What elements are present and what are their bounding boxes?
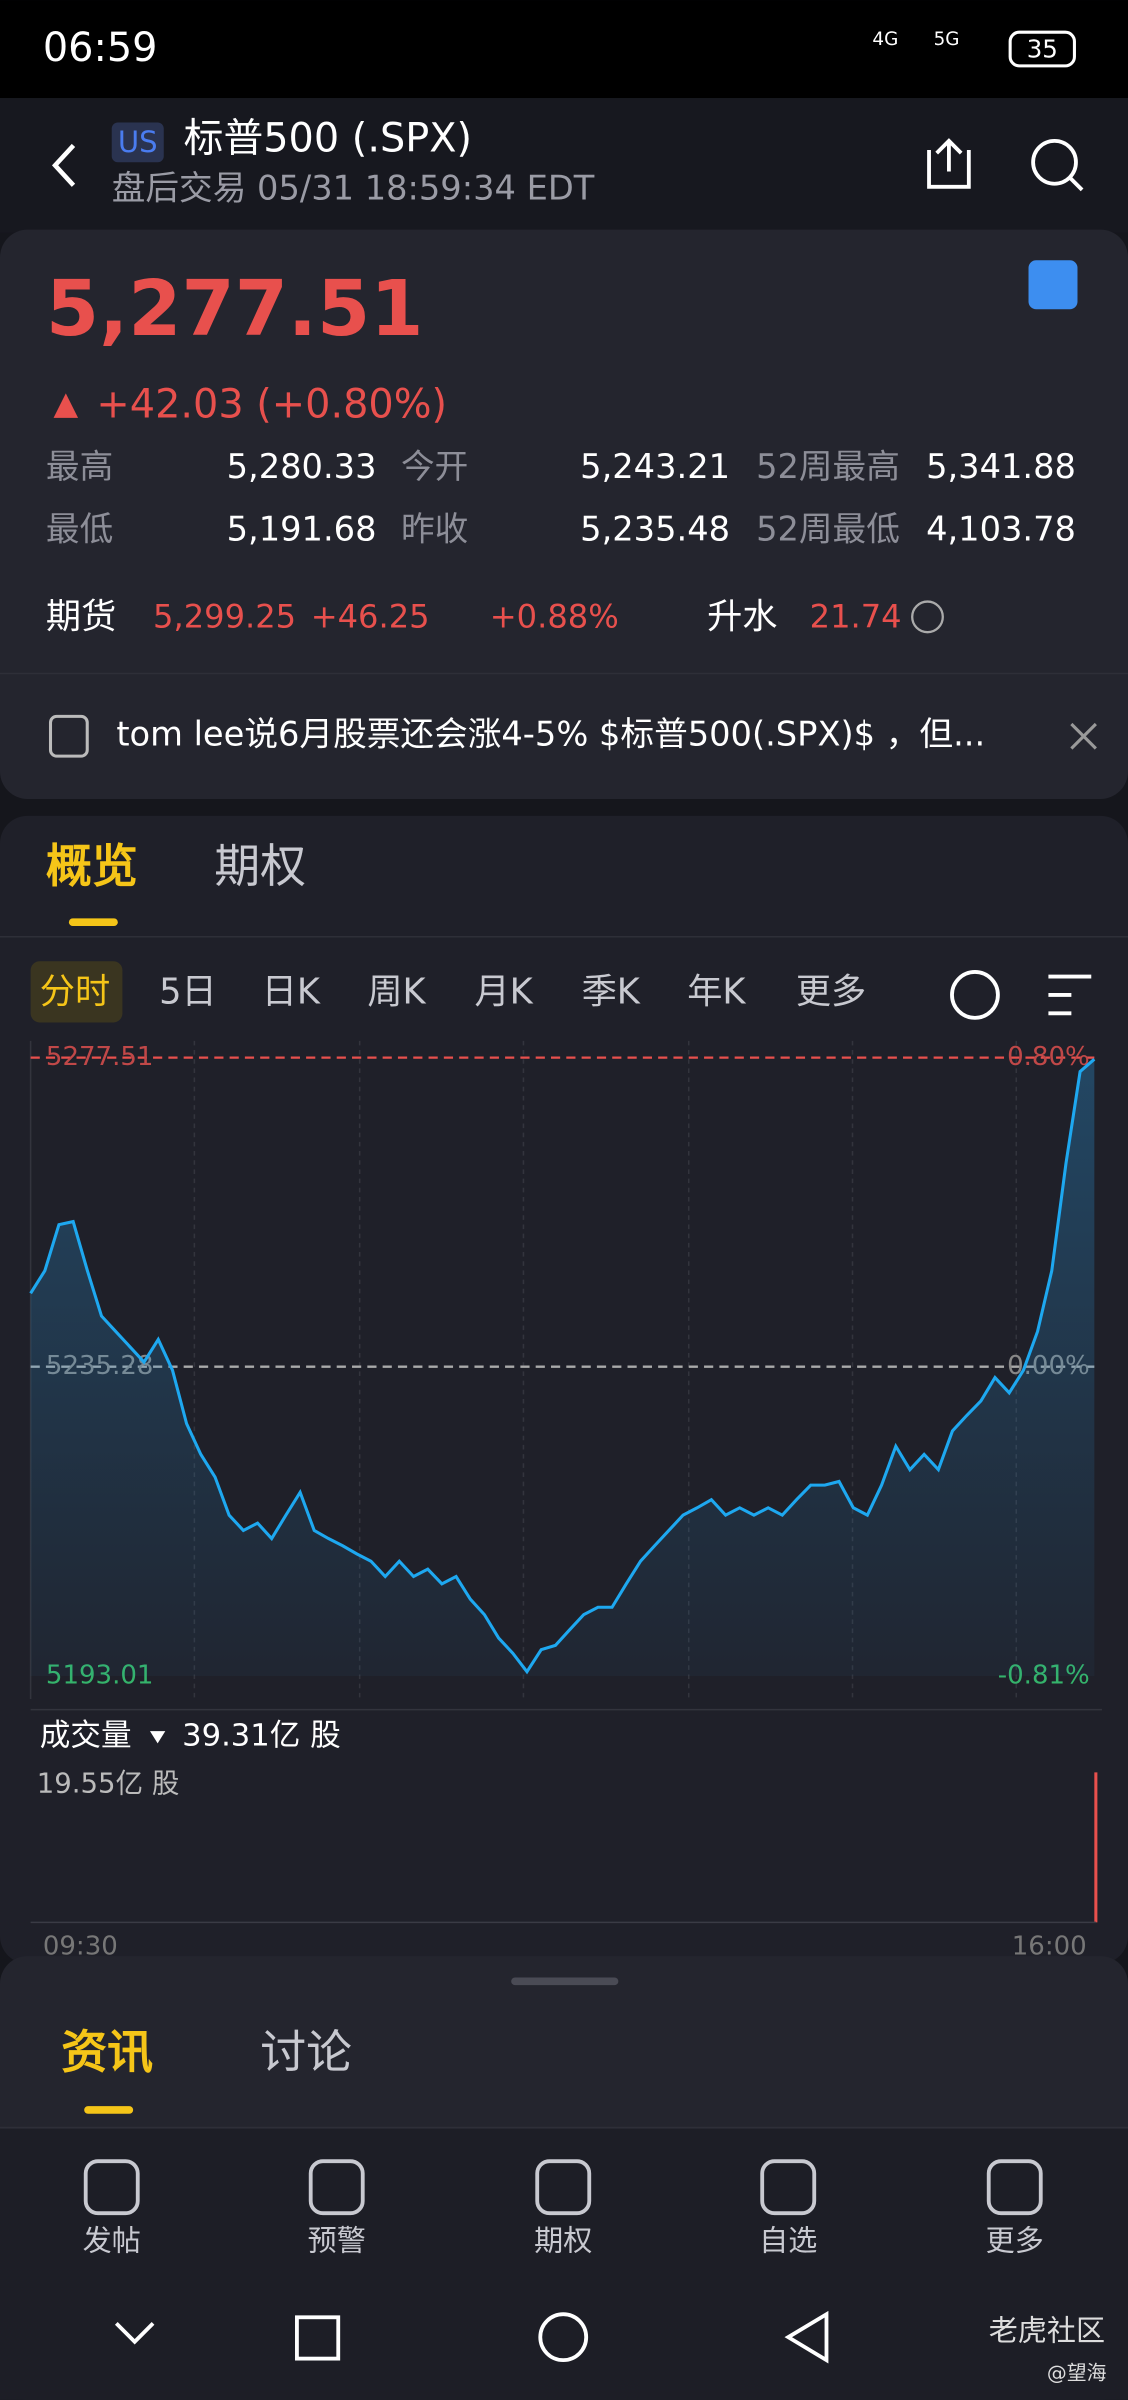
- price: 5,277.51: [46, 265, 424, 354]
- nav-icon[interactable]: [83, 2159, 140, 2216]
- period[interactable]: 5日: [159, 971, 217, 1012]
- settings-icon[interactable]: [1048, 974, 1092, 1016]
- header-bg: [0, 98, 1128, 233]
- up-arrow: [53, 393, 79, 418]
- flash-icon[interactable]: [1028, 260, 1078, 310]
- nav-recent[interactable]: [295, 2315, 341, 2361]
- nav-back[interactable]: [784, 2310, 829, 2364]
- tab-active[interactable]: 资讯: [61, 2025, 153, 2079]
- share-icon[interactable]: [927, 138, 971, 189]
- period[interactable]: 更多: [796, 971, 866, 1012]
- subtitle: 盘后交易 05/31 18:59:34 EDT: [112, 168, 595, 207]
- stat-label: 昨收: [401, 510, 468, 549]
- network: 4G: [872, 29, 898, 50]
- futures-pct: +0.88%: [490, 597, 619, 635]
- period-active-bg: [30, 961, 123, 1023]
- nav-label[interactable]: 更多: [986, 2223, 1044, 2257]
- volume-max: 19.55亿 股: [37, 1768, 180, 1800]
- period[interactable]: 季K: [582, 971, 641, 1012]
- status-bar: [0, 0, 1128, 99]
- y-pct-label: 0.80%: [1007, 1042, 1090, 1072]
- battery: [1008, 30, 1076, 68]
- news-headline[interactable]: tom lee说6月股票还会涨4-5% $标普500(.SPX)$ ，但...: [116, 715, 985, 754]
- stat-label: 最低: [46, 510, 113, 549]
- status-time: 06:59: [43, 25, 158, 71]
- dropdown[interactable]: [149, 1731, 166, 1744]
- y-tick-label: 5277.51: [46, 1042, 154, 1072]
- period[interactable]: 分时: [40, 971, 110, 1012]
- period[interactable]: 周K: [367, 971, 426, 1012]
- gauge-icon[interactable]: [950, 970, 1000, 1020]
- tab-indicator: [84, 2106, 134, 2114]
- nav-bg: [0, 2129, 1128, 2400]
- network: 5G: [934, 29, 960, 50]
- stat-value: 5,235.48: [580, 510, 730, 549]
- nav-label[interactable]: 自选: [759, 2223, 817, 2257]
- volume: 39.31亿 股: [182, 1719, 341, 1754]
- futures-price: 5,299.25: [153, 597, 296, 635]
- search-icon: [1068, 176, 1084, 192]
- tab[interactable]: 期权: [214, 839, 306, 893]
- stat-value: 4,103.78: [926, 510, 1076, 549]
- back-button[interactable]: [51, 143, 76, 187]
- battery-level: 35: [1027, 35, 1058, 64]
- stat-value: 5,280.33: [227, 447, 377, 486]
- stat-label: 最高: [46, 447, 113, 486]
- stat-value: 5,243.21: [580, 447, 730, 486]
- nav-icon[interactable]: [535, 2159, 592, 2216]
- stat-label: 52周最低: [756, 510, 900, 549]
- market-badge: US: [118, 125, 158, 159]
- nav-label[interactable]: 发帖: [83, 2223, 141, 2257]
- nav-down[interactable]: [114, 2322, 155, 2345]
- nav-icon[interactable]: [760, 2159, 817, 2216]
- premium-label: 升水: [707, 596, 777, 637]
- nav-label[interactable]: 预警: [308, 2223, 366, 2257]
- news-icon: [48, 714, 89, 758]
- info-icon[interactable]: [911, 600, 944, 634]
- nav-icon[interactable]: [986, 2159, 1043, 2216]
- close-news[interactable]: [1070, 722, 1097, 750]
- nav-icon[interactable]: [308, 2159, 365, 2216]
- price-line: [29, 1058, 1096, 1675]
- nav-home[interactable]: [538, 2312, 589, 2363]
- x-label: 09:30: [43, 1931, 118, 1961]
- tab-active[interactable]: 概览: [46, 839, 138, 893]
- badge-bg: [111, 122, 164, 163]
- nav-label[interactable]: 期权: [534, 2223, 592, 2257]
- stat-label: 今开: [401, 447, 468, 486]
- tab[interactable]: 讨论: [260, 2025, 352, 2079]
- stat-value: 5,341.88: [926, 447, 1076, 486]
- quote-card: [0, 229, 1128, 800]
- handle: [511, 1977, 619, 1986]
- title: 标普500 (.SPX): [184, 115, 472, 161]
- premium: 21.74: [810, 597, 902, 635]
- period[interactable]: 日K: [262, 971, 321, 1012]
- stat-label: 52周最高: [756, 447, 900, 486]
- x-label: 16:00: [1012, 1931, 1087, 1961]
- tab-indicator: [68, 918, 118, 927]
- watermark: 老虎社区: [989, 2314, 1105, 2348]
- stat-value: 5,191.68: [227, 510, 377, 549]
- volume-label: 成交量: [40, 1719, 132, 1754]
- search-icon[interactable]: [1031, 138, 1078, 186]
- watermark-user: @望海: [1047, 2361, 1107, 2384]
- futures-change: +46.25: [311, 597, 430, 635]
- chart-card: [0, 815, 1128, 1964]
- period[interactable]: 月K: [474, 971, 533, 1012]
- price-area: [30, 1059, 1095, 1676]
- futures-label: 期货: [46, 596, 116, 637]
- change: +42.03 (+0.80%): [96, 382, 447, 428]
- period[interactable]: 年K: [687, 971, 746, 1012]
